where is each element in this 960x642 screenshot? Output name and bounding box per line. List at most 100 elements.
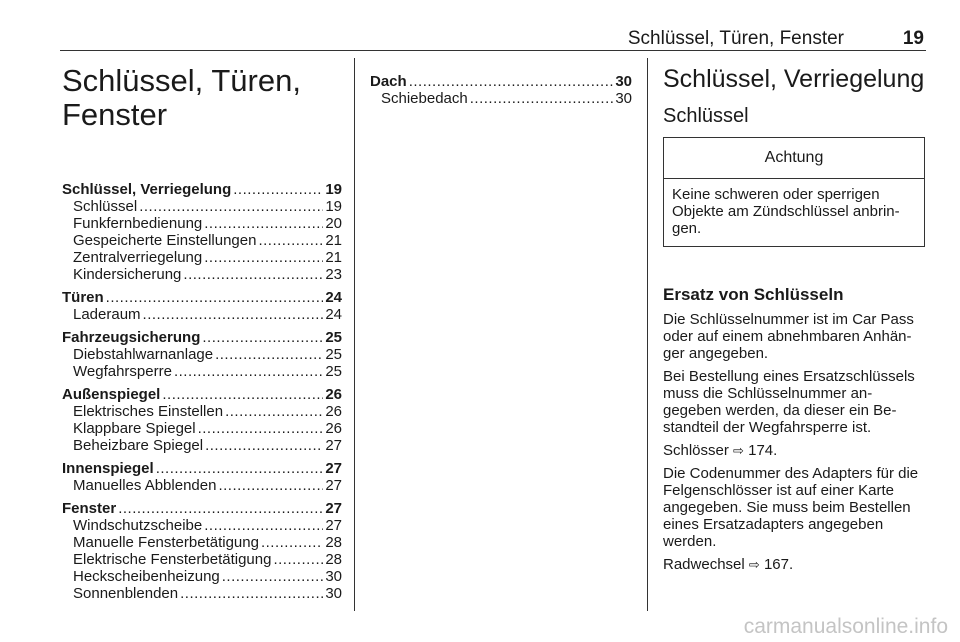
toc-page: 30 [615, 73, 632, 90]
toc-subentry[interactable]: Schlüssel 19 [62, 198, 342, 215]
watermark: carmanualsonline.info [743, 615, 948, 638]
toc-subentry[interactable]: Heckscheibenheizung 30 [62, 568, 342, 585]
cross-reference[interactable]: Radwechsel ⇨ 167. [663, 556, 794, 573]
toc-subentry[interactable]: Schiebedach 30 [370, 90, 632, 107]
dot-leader [106, 289, 324, 306]
toc-label: Windschutzscheibe [73, 517, 203, 534]
toc-label: Schlüssel, Verriegelung [62, 181, 232, 198]
dot-leader [202, 329, 323, 346]
toc-label: Elektrisches Einstellen [73, 403, 224, 420]
toc-column-2: Dach 30 Schiebedach 30 [370, 73, 632, 113]
toc-label: Türen [62, 289, 104, 306]
dot-leader [222, 568, 324, 585]
toc-label: Außenspiegel [62, 386, 161, 403]
toc-group: Dach 30 Schiebedach 30 [370, 73, 632, 107]
toc-page: 27 [325, 477, 342, 494]
toc-entry[interactable]: Außenspiegel 26 [62, 386, 342, 403]
toc-subentry[interactable]: Klappbare Spiegel 26 [62, 420, 342, 437]
dot-leader [198, 420, 324, 437]
caution-box: Achtung Keine schweren oder sperrigen Ob… [663, 137, 925, 247]
section-title: Schlüssel, Verriegelung [663, 65, 925, 93]
paragraph: Die Schlüsselnummer ist im Car Pass oder… [663, 311, 914, 362]
arrow-right-outline-icon: ⇨ [748, 557, 760, 572]
toc-entry[interactable]: Schlüssel, Verriegelung 19 [62, 181, 342, 198]
chapter-title: Schlüssel, Türen, Fenster [62, 63, 301, 132]
toc-page: 27 [325, 517, 342, 534]
toc-entry[interactable]: Innenspiegel 27 [62, 460, 342, 477]
toc-label: Elektrische Fensterbetätigung [73, 551, 272, 568]
page-number: 19 [902, 28, 924, 49]
toc-label: Schlüssel [73, 198, 138, 215]
paragraph: Die Codenummer des Adapters für die Felg… [663, 465, 919, 550]
content-column: Schlüssel, Verriegelung Schlüssel Achtun… [663, 64, 925, 579]
toc-page: 27 [325, 460, 342, 477]
toc-page: 26 [325, 403, 342, 420]
toc-subentry[interactable]: Zentralverriegelung 21 [62, 249, 342, 266]
toc-entry[interactable]: Fenster 27 [62, 500, 342, 517]
running-header-title: Schlüssel, Türen, Fenster [627, 28, 844, 49]
toc-label: Dach [370, 73, 407, 90]
toc-page: 19 [325, 198, 342, 215]
toc-page: 24 [325, 289, 342, 306]
toc-label: Zentralverriegelung [73, 249, 203, 266]
dot-leader [261, 534, 323, 551]
toc-subentry[interactable]: Elektrische Fensterbetätigung 28 [62, 551, 342, 568]
toc-group: Außenspiegel26Elektrisches Einstellen26K… [62, 386, 342, 454]
toc-subentry[interactable]: Sonnenblenden 30 [62, 585, 342, 602]
toc-page: 30 [325, 585, 342, 602]
toc-label: Manuelles Abblenden [73, 477, 217, 494]
dot-leader [174, 363, 323, 380]
toc-entry[interactable]: Dach 30 [370, 73, 632, 90]
toc-label: Fenster [62, 500, 117, 517]
toc-label: Sonnenblenden [73, 585, 179, 602]
caution-heading: Achtung [664, 138, 924, 179]
toc-page: 30 [325, 568, 342, 585]
toc-label: Funkfernbedienung [73, 215, 203, 232]
toc-page: 28 [325, 551, 342, 568]
dot-leader [204, 215, 323, 232]
toc-page: 24 [325, 306, 342, 323]
toc-subentry[interactable]: Kindersicherung 23 [62, 266, 342, 283]
toc-page: 20 [325, 215, 342, 232]
toc-subentry[interactable]: Manuelle Fensterbetätigung 28 [62, 534, 342, 551]
dot-leader [215, 346, 323, 363]
toc-label: Manuelle Fensterbetätigung [73, 534, 259, 551]
toc-subentry[interactable]: Laderaum 24 [62, 306, 342, 323]
column-divider [354, 58, 355, 611]
paragraph: Bei Bestellung eines Ersatzschlüs­sels m… [663, 368, 915, 436]
arrow-right-outline-icon: ⇨ [733, 443, 744, 458]
toc-group: Türen 24 Laderaum 24 [62, 289, 342, 323]
toc-page: 25 [325, 346, 342, 363]
toc-page: 19 [325, 181, 342, 198]
toc-page: 27 [325, 500, 342, 517]
toc-entry[interactable]: Fahrzeugsicherung 25 [62, 329, 342, 346]
toc-subentry[interactable]: Diebstahlwarnanlage 25 [62, 346, 342, 363]
dot-leader [204, 249, 323, 266]
dot-leader [118, 500, 323, 517]
dot-leader [139, 198, 323, 215]
toc-label: Beheizbare Spiegel [73, 437, 204, 454]
toc-entry[interactable]: Türen 24 [62, 289, 342, 306]
dot-leader [143, 306, 324, 323]
dot-leader [205, 437, 323, 454]
toc-subentry[interactable]: Beheizbare Spiegel 27 [62, 437, 342, 454]
dot-leader [233, 181, 323, 198]
toc-subentry[interactable]: Manuelles Abblenden 27 [62, 477, 342, 494]
toc-label: Innenspiegel [62, 460, 154, 477]
toc-subentry[interactable]: Gespeicherte Einstellungen 21 [62, 232, 342, 249]
toc-label: Laderaum [73, 306, 141, 323]
toc-page: 26 [325, 420, 342, 437]
caution-text: Keine schweren oder sperrigen Objekte am… [672, 186, 900, 237]
toc-label: Schiebedach [381, 90, 468, 107]
toc-group: Schlüssel, Verriegelung19Schlüssel19Funk… [62, 181, 342, 283]
column-divider [647, 58, 648, 611]
toc-subentry[interactable]: Elektrisches Einstellen 26 [62, 403, 342, 420]
cross-reference[interactable]: Schlösser ⇨ 174. [663, 442, 778, 459]
dot-leader [225, 403, 323, 420]
toc-subentry[interactable]: Funkfernbedienung 20 [62, 215, 342, 232]
dot-leader [180, 585, 323, 602]
toc-subentry[interactable]: Wegfahrsperre 25 [62, 363, 342, 380]
toc-subentry[interactable]: Windschutzscheibe 27 [62, 517, 342, 534]
toc-label: Heckscheibenheizung [73, 568, 220, 585]
toc-group: Fenster27Windschutzscheibe27Manuelle Fen… [62, 500, 342, 602]
